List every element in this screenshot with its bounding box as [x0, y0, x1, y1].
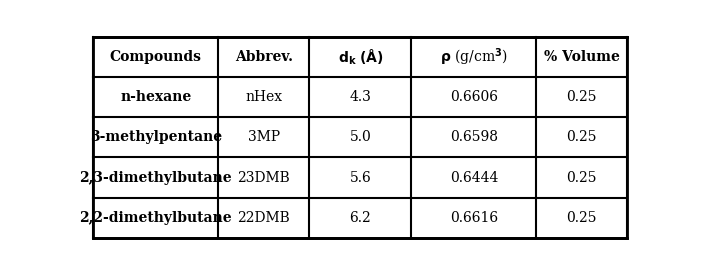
Text: 0.25: 0.25 — [567, 130, 597, 144]
Text: 0.25: 0.25 — [567, 211, 597, 225]
Text: 5.6: 5.6 — [349, 171, 371, 185]
Text: 0.6616: 0.6616 — [450, 211, 498, 225]
Text: Compounds: Compounds — [110, 50, 202, 64]
Text: 2,2-dimethylbutane: 2,2-dimethylbutane — [79, 211, 232, 225]
Text: 0.25: 0.25 — [567, 90, 597, 104]
Text: 0.6606: 0.6606 — [450, 90, 498, 104]
Text: % Volume: % Volume — [544, 50, 620, 64]
Text: 0.6444: 0.6444 — [450, 171, 498, 185]
Text: 0.6598: 0.6598 — [450, 130, 498, 144]
Text: 3-methylpentane: 3-methylpentane — [90, 130, 222, 144]
Text: 6.2: 6.2 — [349, 211, 371, 225]
Text: 4.3: 4.3 — [349, 90, 371, 104]
Text: nHex: nHex — [245, 90, 283, 104]
Text: n-hexane: n-hexane — [120, 90, 191, 104]
Text: 22DMB: 22DMB — [238, 211, 290, 225]
Text: 5.0: 5.0 — [349, 130, 371, 144]
Text: 0.25: 0.25 — [567, 171, 597, 185]
Text: $\mathbf{\rho}$ (g/cm$\mathbf{^3}$): $\mathbf{\rho}$ (g/cm$\mathbf{^3}$) — [440, 46, 508, 68]
Text: Abbrev.: Abbrev. — [235, 50, 292, 64]
Text: 23DMB: 23DMB — [238, 171, 290, 185]
Text: 3MP: 3MP — [247, 130, 280, 144]
Text: 2,3-dimethylbutane: 2,3-dimethylbutane — [79, 171, 232, 185]
Text: $\mathbf{d_k}$ $\mathbf{(\AA)}$: $\mathbf{d_k}$ $\mathbf{(\AA)}$ — [337, 47, 383, 67]
